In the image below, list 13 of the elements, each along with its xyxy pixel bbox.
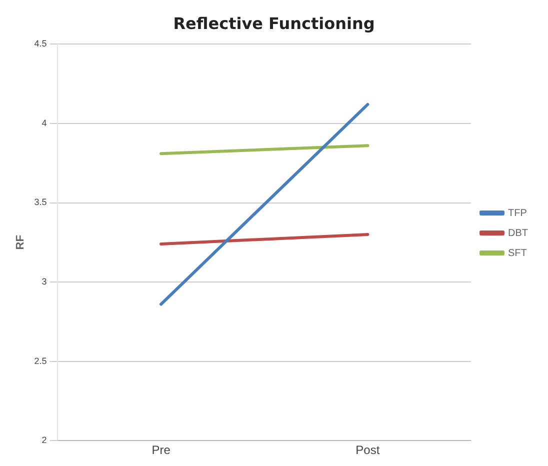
y-tick-label: 3 [42,276,47,287]
x-tick-label: Pre [152,443,171,458]
y-tick-label: 2 [42,435,47,446]
y-tick-label: 2.5 [34,356,47,366]
legend-label: SFT [508,248,527,259]
y-tick-label: 3.5 [34,197,47,208]
y-axis-title: RF [14,234,27,250]
legend-label: TFP [508,208,528,219]
x-tick-label: Post [356,443,380,458]
legend-label: DBT [508,228,528,239]
chart-title: Reflective Functioning [173,14,375,33]
y-tick-label: 4 [42,118,47,128]
y-tick-label: 4.5 [34,38,47,49]
